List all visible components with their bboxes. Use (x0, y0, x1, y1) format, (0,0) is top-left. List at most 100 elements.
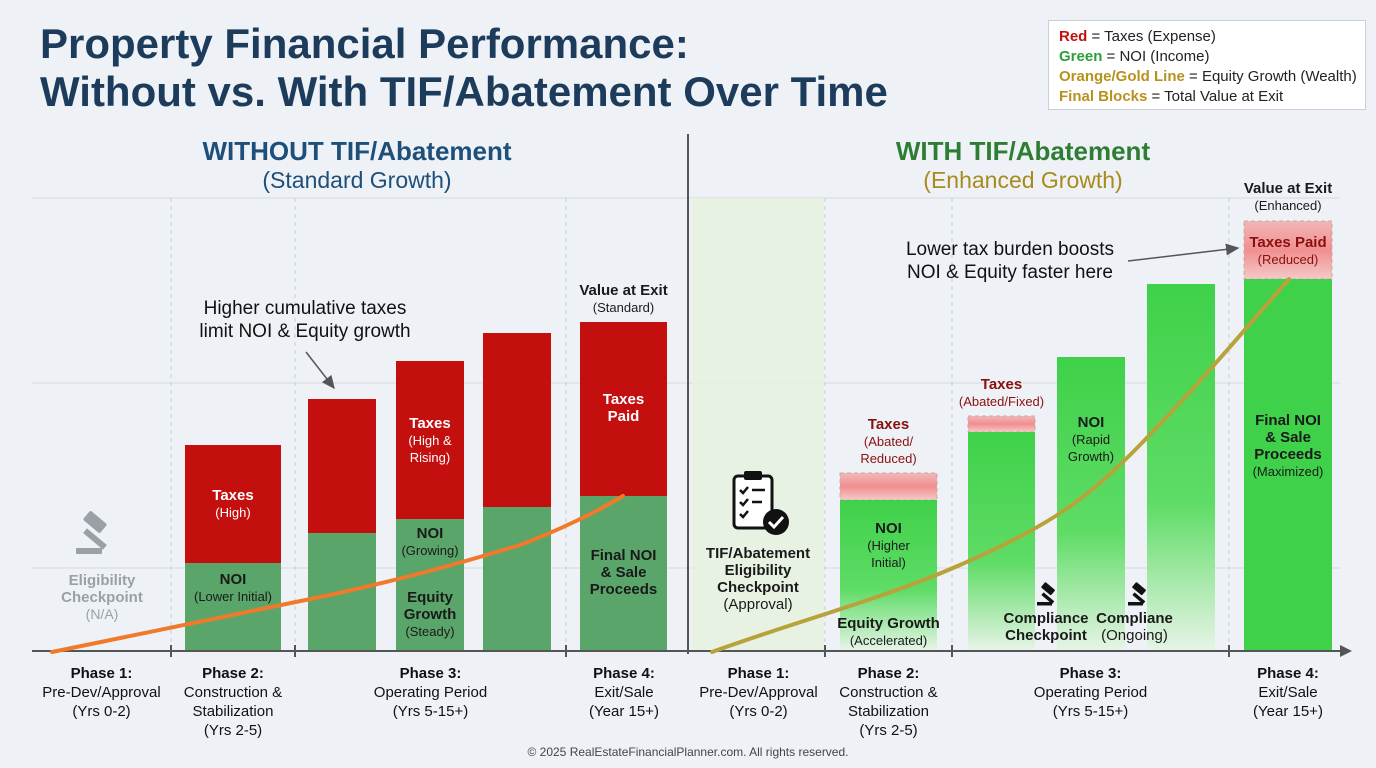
with-p2-taxes-main: Taxes (867, 416, 910, 433)
without-phase-2-line1: Construction & (183, 684, 283, 701)
legend-row-final: Final Blocks = Total Value at Exit (1059, 87, 1355, 107)
without-phase-1-line1: Pre-Dev/Approval (42, 684, 161, 701)
with-section-heading: WITH TIF/Abatement (Enhanced Growth) (793, 136, 1253, 194)
with-exit-final-sub: (Maximized) (1252, 464, 1324, 479)
with-equity-line (710, 277, 1291, 654)
with-annotation-line2: NOI & Equity faster here (907, 262, 1113, 283)
with-p2-taxes-sub1: (Abated/ (863, 434, 914, 449)
with-eligibility-line1: TIF/Abatement (705, 545, 811, 562)
without-eligibility-label: Eligibility Checkpoint (N/A) (52, 572, 152, 623)
without-phase-3-line1: Operating Period (373, 684, 488, 701)
without-p2-noi-sub: (Lower Initial) (193, 589, 273, 604)
with-exit-final-line2: & Sale (1265, 429, 1311, 446)
without-bars (185, 322, 667, 650)
page-title-line1: Property Financial Performance: (40, 20, 689, 67)
with-p3-noi-sub1: (Rapid (1071, 432, 1111, 447)
with-bars (839, 220, 1333, 650)
with-p3a-noi-bar (968, 432, 1035, 650)
without-phase-1: Phase 1: Pre-Dev/Approval (Yrs 0-2) (32, 664, 171, 721)
without-eligibility-line1: Eligibility (68, 572, 136, 589)
with-phase-1-title: Phase 1: (727, 665, 790, 682)
legend-row-green: Green = NOI (Income) (1059, 47, 1355, 67)
without-annotation-line1: Higher cumulative taxes (203, 298, 407, 319)
with-phase-2: Phase 2: Construction & Stabilization (Y… (825, 664, 952, 740)
with-exit-taxes-label: Taxes Paid (Reduced) (1244, 234, 1332, 268)
without-p3-taxes-label: Taxes (High & Rising) (396, 415, 464, 466)
without-exit-taxes-bar (580, 322, 667, 496)
without-phase-3-title: Phase 3: (399, 665, 462, 682)
gavel-icon (76, 511, 107, 554)
with-phase-2-title: Phase 2: (857, 665, 920, 682)
legend-orange-key: Orange/Gold Line (1059, 68, 1185, 85)
without-annotation-line2: limit NOI & Equity growth (199, 321, 411, 342)
with-p2-taxes-sub2: Reduced) (860, 451, 917, 466)
with-p3-noi-sub2: Growth) (1067, 449, 1115, 464)
without-phase-3-line2: (Yrs 5-15+) (392, 703, 469, 720)
without-phase-1-line2: (Yrs 0-2) (72, 703, 131, 720)
legend-green-desc: = NOI (Income) (1102, 48, 1210, 65)
without-p3-equity-label: Equity Growth (Steady) (396, 589, 464, 640)
without-exit-final-line2: & Sale (600, 564, 647, 581)
with-phase1-highlight (692, 198, 824, 650)
without-p2-noi-label: NOI (Lower Initial) (180, 571, 286, 605)
legend-orange-desc: = Equity Growth (Wealth) (1184, 68, 1357, 85)
with-exit-final-label: Final NOI & Sale Proceeds (Maximized) (1244, 412, 1332, 480)
with-p2-noi-sub2: Initial) (871, 555, 906, 570)
without-exit-header-main: Value at Exit (579, 282, 668, 299)
without-exit-final-line1: Final NOI (590, 547, 657, 564)
with-p3-noi-main: NOI (1077, 414, 1105, 431)
compliance-gavel-icon-2 (1128, 582, 1146, 606)
without-p3-noi-label: NOI (Growing) (392, 525, 468, 559)
without-p2-taxes-bar (185, 445, 281, 563)
without-phase-2: Phase 2: Construction & Stabilization (Y… (171, 664, 295, 740)
without-p3-taxes-sub2: Rising) (409, 450, 451, 465)
without-phase-1-title: Phase 1: (70, 665, 133, 682)
without-p3c-taxes-bar (483, 333, 551, 507)
without-p3-equity-sub: (Steady) (405, 624, 455, 639)
without-eligibility-line2: Checkpoint (61, 589, 143, 606)
with-phase-2-line3: (Yrs 2-5) (859, 722, 918, 739)
with-p2-equity-sub: (Accelerated) (849, 633, 928, 648)
without-exit-header-sub: (Standard) (592, 300, 655, 315)
with-phase-3: Phase 3: Operating Period (Yrs 5-15+) (952, 664, 1229, 721)
legend-row-red: Red = Taxes (Expense) (1059, 27, 1355, 47)
without-p3-equity-main2: Growth (403, 606, 457, 623)
with-annotation-arrow (1127, 243, 1240, 262)
without-p3b-noi-bar (396, 519, 464, 650)
legend-final-desc: = Total Value at Exit (1147, 88, 1284, 105)
with-annotation: Lower tax burden boosts NOI & Equity fas… (885, 238, 1135, 284)
without-exit-taxes-main1: Taxes (602, 391, 645, 408)
with-eligibility-line2: Eligibility (724, 562, 792, 579)
without-eligibility-line3: (N/A) (85, 606, 119, 622)
with-p2-taxes-label: Taxes (Abated/ Reduced) (840, 416, 937, 467)
without-p3c-noi-bar (483, 507, 551, 650)
with-eligibility-line3: Checkpoint (717, 579, 799, 596)
with-phase-1: Phase 1: Pre-Dev/Approval (Yrs 0-2) (692, 664, 825, 721)
timeline-arrow (1340, 645, 1352, 657)
with-heading: WITH TIF/Abatement (895, 136, 1151, 166)
without-p3-noi-sub: (Growing) (401, 543, 459, 558)
with-p3a-taxes-bar (967, 415, 1036, 433)
phase-separators (170, 198, 1230, 650)
without-subheading: (Standard Growth) (262, 167, 452, 193)
legend-row-orange: Orange/Gold Line = Equity Growth (Wealth… (1059, 67, 1357, 87)
with-compliance2-line1: Compliane (1096, 610, 1173, 627)
with-p3-noi-label: NOI (Rapid Growth) (1057, 414, 1125, 465)
with-p2-equity-label: Equity Growth (Accelerated) (830, 615, 947, 649)
without-p2-taxes-label: Taxes (High) (185, 487, 281, 521)
with-eligibility-line4: (Approval) (723, 596, 793, 613)
with-phase-2-line2: Stabilization (848, 703, 929, 720)
without-p3a-taxes-bar (308, 399, 376, 533)
without-section-heading: WITHOUT TIF/Abatement (Standard Growth) (127, 136, 587, 194)
with-p2-noi-sub1: (Higher (867, 538, 910, 553)
without-p3-taxes-main: Taxes (409, 415, 451, 432)
with-p3b-noi-bar (1057, 357, 1125, 650)
without-exit-taxes-main2: Paid (607, 408, 640, 425)
with-p2-noi-main: NOI (875, 520, 902, 537)
with-exit-taxes-sub: (Reduced) (1257, 252, 1319, 267)
with-p3-taxes-label: Taxes (Abated/Fixed) (951, 376, 1052, 410)
without-p2-taxes-sub: (High) (215, 505, 251, 520)
without-exit-final-bar (580, 496, 667, 650)
with-phase-4: Phase 4: Exit/Sale (Year 15+) (1229, 664, 1347, 721)
copyright-footer: © 2025 RealEstateFinancialPlanner.com. A… (527, 745, 849, 759)
